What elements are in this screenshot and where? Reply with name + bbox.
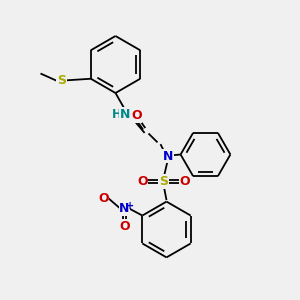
Text: N: N (120, 107, 130, 121)
Text: ⁻: ⁻ (104, 197, 110, 207)
Text: N: N (119, 202, 130, 215)
Text: O: O (137, 175, 148, 188)
Text: O: O (98, 191, 109, 205)
Text: S: S (57, 74, 66, 88)
Text: N: N (163, 149, 173, 163)
Text: O: O (119, 220, 130, 233)
Text: S: S (159, 175, 168, 188)
Text: +: + (126, 201, 134, 211)
Text: H: H (112, 107, 122, 121)
Text: O: O (179, 175, 190, 188)
Text: O: O (131, 109, 142, 122)
